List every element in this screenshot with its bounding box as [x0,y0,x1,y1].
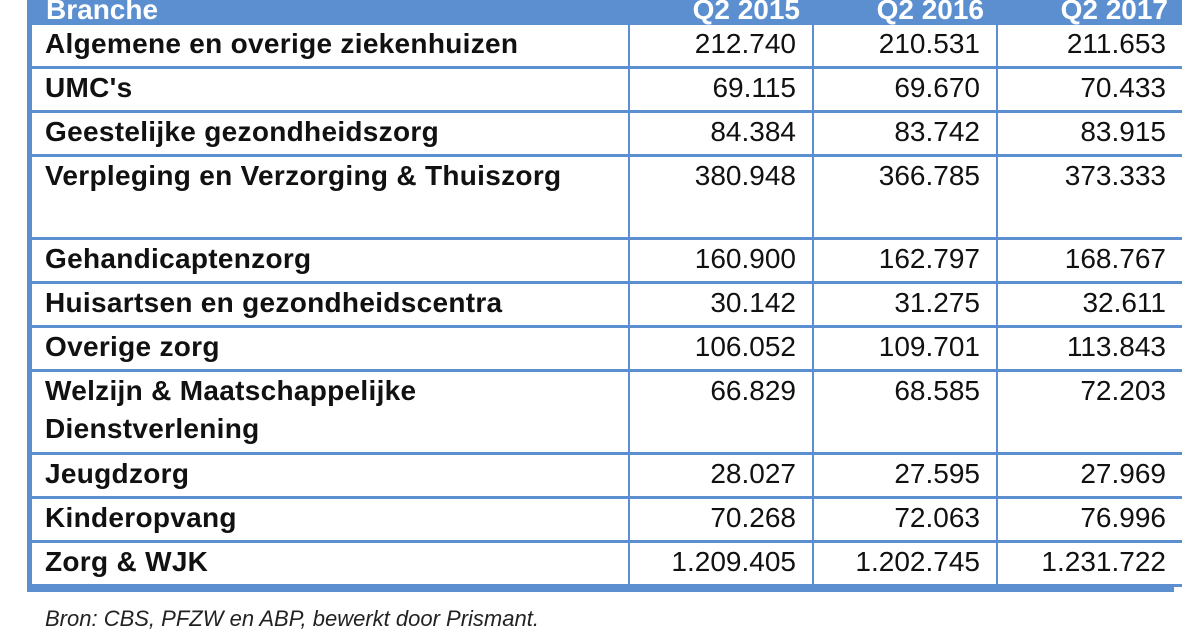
table-row-total: Zorg & WJK 1.209.405 1.202.745 1.231.722 [32,543,1182,587]
cell-q2-2017: 168.767 [998,240,1182,284]
cell-q2-2015: 160.900 [630,240,814,284]
table-row: Gehandicaptenzorg 160.900 162.797 168.76… [32,240,1182,284]
cell-q2-2015: 69.115 [630,69,814,113]
row-label: Gehandicaptenzorg [32,240,630,284]
table-row: Kinderopvang 70.268 72.063 76.996 [32,499,1182,543]
cell-q2-2016: 162.797 [814,240,998,284]
cell-q2-2015: 106.052 [630,328,814,372]
row-label: Jeugdzorg [32,455,630,499]
row-label: UMC's [32,69,630,113]
cell-q2-2017: 113.843 [998,328,1182,372]
cell-q2-2015: 30.142 [630,284,814,328]
employment-table-frame: Branche Q2 2015 Q2 2016 Q2 2017 Algemene… [27,0,1182,592]
cell-q2-2016: 68.585 [814,372,998,455]
cell-q2-2017: 83.915 [998,113,1182,157]
table-row: Jeugdzorg 28.027 27.595 27.969 [32,455,1182,499]
column-header-branche: Branche [32,0,630,25]
row-label: Welzijn & Maatschappelijke Dienstverleni… [32,372,630,455]
cell-q2-2016: 69.670 [814,69,998,113]
cell-q2-2016: 1.202.745 [814,543,998,587]
row-label: Verpleging en Verzorging & Thuiszorg [32,157,630,240]
cell-q2-2015: 28.027 [630,455,814,499]
table-row: Verpleging en Verzorging & Thuiszorg 380… [32,157,1182,240]
table-header-row: Branche Q2 2015 Q2 2016 Q2 2017 [32,0,1182,25]
column-header-q2-2015: Q2 2015 [630,0,814,25]
cell-q2-2015: 70.268 [630,499,814,543]
source-note: Bron: CBS, PFZW en ABP, bewerkt door Pri… [45,606,539,631]
cell-q2-2017: 72.203 [998,372,1182,455]
cell-q2-2015: 380.948 [630,157,814,240]
column-header-q2-2016: Q2 2016 [814,0,998,25]
cell-q2-2017: 70.433 [998,69,1182,113]
cell-q2-2015: 66.829 [630,372,814,455]
cell-q2-2017: 27.969 [998,455,1182,499]
cell-q2-2017: 32.611 [998,284,1182,328]
row-label: Huisartsen en gezondheidscentra [32,284,630,328]
employment-table: Branche Q2 2015 Q2 2016 Q2 2017 Algemene… [32,0,1182,587]
cell-q2-2016: 366.785 [814,157,998,240]
row-label: Geestelijke gezondheidszorg [32,113,630,157]
cell-q2-2015: 84.384 [630,113,814,157]
cell-q2-2017: 211.653 [998,25,1182,69]
table-row: Overige zorg 106.052 109.701 113.843 [32,328,1182,372]
cell-q2-2015: 1.209.405 [630,543,814,587]
cell-q2-2016: 27.595 [814,455,998,499]
row-label: Kinderopvang [32,499,630,543]
cell-q2-2015: 212.740 [630,25,814,69]
row-label: Algemene en overige ziekenhuizen [32,25,630,69]
table-row: UMC's 69.115 69.670 70.433 [32,69,1182,113]
table-row: Geestelijke gezondheidszorg 84.384 83.74… [32,113,1182,157]
cell-q2-2016: 83.742 [814,113,998,157]
cell-q2-2016: 109.701 [814,328,998,372]
cell-q2-2016: 210.531 [814,25,998,69]
table-row: Algemene en overige ziekenhuizen 212.740… [32,25,1182,69]
table-row: Huisartsen en gezondheidscentra 30.142 3… [32,284,1182,328]
cell-q2-2017: 76.996 [998,499,1182,543]
table-row: Welzijn & Maatschappelijke Dienstverleni… [32,372,1182,455]
cell-q2-2017: 1.231.722 [998,543,1182,587]
cell-q2-2017: 373.333 [998,157,1182,240]
cell-q2-2016: 31.275 [814,284,998,328]
column-header-q2-2017: Q2 2017 [998,0,1182,25]
row-label: Overige zorg [32,328,630,372]
row-label: Zorg & WJK [32,543,630,587]
cell-q2-2016: 72.063 [814,499,998,543]
